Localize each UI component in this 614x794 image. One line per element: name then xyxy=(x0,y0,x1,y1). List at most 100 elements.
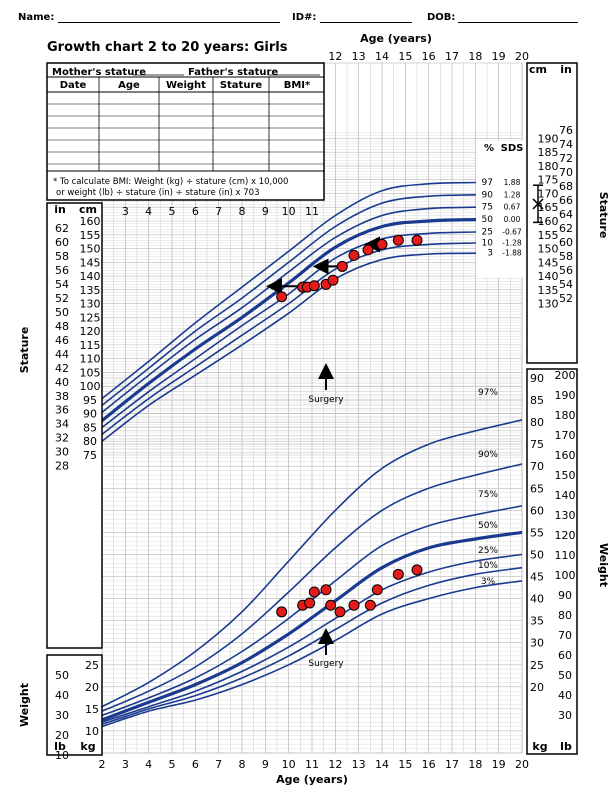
stature-in-tick-right: 64 xyxy=(559,208,573,221)
stature-axis-title-left: Stature xyxy=(18,327,31,374)
x-tick-bottom: 10 xyxy=(282,758,296,771)
weight-lb-tick-right: 40 xyxy=(558,689,572,702)
weight-kg-tick-left: 10 xyxy=(85,725,99,738)
stature-in-tick-right: 68 xyxy=(559,180,573,193)
stature-cm-tick-left: 90 xyxy=(83,408,97,421)
weight-unit-lb-right: lb xyxy=(560,740,572,753)
table-header-date: Date xyxy=(60,80,87,91)
right-weight-scale-box xyxy=(526,368,578,755)
stature-in-tick-left: 46 xyxy=(55,334,69,347)
stature-cm-tick-right: 175 xyxy=(538,174,559,187)
stature-in-tick-right: 72 xyxy=(559,152,573,165)
weight-unit-lb-left: lb xyxy=(54,740,66,753)
x-tick-bottom: 15 xyxy=(398,758,412,771)
weight-kg-tick-right: 45 xyxy=(530,571,544,584)
weight-kg-tick-right: 80 xyxy=(530,416,544,429)
weight-point xyxy=(364,599,376,611)
table-header-age: Age xyxy=(118,80,140,91)
stature-cm-tick-left: 110 xyxy=(80,353,101,366)
x-tick-top: 15 xyxy=(398,50,412,63)
x-tick-mid: 6 xyxy=(192,205,199,218)
x-tick-bottom: 20 xyxy=(515,758,529,771)
weight-percentile-90: 90% xyxy=(478,450,498,460)
weight-lb-tick-left: 50 xyxy=(55,669,69,682)
stature-in-tick-right: 74 xyxy=(559,138,573,151)
weight-lb-tick-right: 30 xyxy=(558,709,572,722)
stature-cm-tick-left: 160 xyxy=(80,215,101,228)
stature-cm-tick-left: 85 xyxy=(83,421,97,434)
x-tick-bottom: 6 xyxy=(192,758,199,771)
x-tick-bottom: 18 xyxy=(468,758,482,771)
stature-percentile-75: 75 xyxy=(482,203,493,213)
stature-sds-25: -0.67 xyxy=(502,227,522,236)
x-tick-bottom: 4 xyxy=(145,758,152,771)
stature-in-tick-right: 66 xyxy=(559,194,573,207)
weight-curve-p90 xyxy=(101,463,523,712)
stature-unit-cm-right: cm xyxy=(529,63,547,76)
weight-percentile-25: 25% xyxy=(478,546,498,556)
sds-header: SDS xyxy=(501,143,524,154)
stature-cm-tick-right: 130 xyxy=(538,298,559,311)
weight-point xyxy=(325,599,337,611)
weight-lb-tick-right: 90 xyxy=(558,589,572,602)
stature-point xyxy=(348,249,360,261)
stature-percentile-50: 50 xyxy=(482,215,494,225)
x-tick-bottom: 14 xyxy=(375,758,389,771)
weight-kg-tick-right: 65 xyxy=(530,482,544,495)
weight-lb-tick-left: 10 xyxy=(55,749,69,762)
x-tick-bottom: 8 xyxy=(239,758,246,771)
stature-percentile-10: 10 xyxy=(482,238,494,248)
stature-cm-tick-right: 140 xyxy=(538,270,559,283)
stature-sds-50: 0.00 xyxy=(504,215,521,224)
stature-point xyxy=(336,260,348,272)
x-tick-top: 12 xyxy=(328,50,342,63)
weight-percentile-75: 75% xyxy=(478,490,498,500)
stature-cm-tick-left: 120 xyxy=(80,325,101,338)
weight-lb-tick-right: 50 xyxy=(558,669,572,682)
stature-percentile-90: 90 xyxy=(482,190,494,200)
mothers-stature-label: Mother's stature xyxy=(52,67,146,78)
name-field[interactable] xyxy=(58,22,280,23)
right-stature-scale-box xyxy=(526,62,578,364)
x-tick-mid: 8 xyxy=(239,205,246,218)
weight-kg-tick-left: 25 xyxy=(85,659,99,672)
stature-in-tick-left: 60 xyxy=(55,236,69,249)
x-tick-mid: 9 xyxy=(262,205,269,218)
dob-field[interactable] xyxy=(458,22,578,23)
stature-cm-tick-right: 170 xyxy=(538,187,559,200)
stature-cm-tick-right: 190 xyxy=(538,132,559,145)
id-field[interactable] xyxy=(320,22,412,23)
stature-curve-p50 xyxy=(101,217,523,422)
weight-lb-tick-right: 110 xyxy=(555,549,576,562)
target-height-range xyxy=(532,184,544,224)
stature-in-tick-left: 58 xyxy=(55,250,69,263)
stature-unit-in-left: in xyxy=(54,203,66,216)
stature-cm-tick-right: 180 xyxy=(538,160,559,173)
weight-axis-title-left: Weight xyxy=(18,683,31,727)
stature-point xyxy=(327,274,339,286)
stature-in-tick-left: 42 xyxy=(55,362,69,375)
stature-in-tick-left: 48 xyxy=(55,320,69,333)
weight-lb-tick-right: 160 xyxy=(555,449,576,462)
stature-sds-90: 1.28 xyxy=(504,190,521,199)
stature-cm-tick-left: 125 xyxy=(80,311,101,324)
x-tick-mid: 11 xyxy=(305,205,319,218)
weight-lb-tick-right: 180 xyxy=(555,409,576,422)
weight-kg-tick-right: 55 xyxy=(530,526,544,539)
x-axis-title-top: Age (years) xyxy=(360,32,432,45)
stature-cm-tick-right: 165 xyxy=(538,201,559,214)
weight-kg-tick-right: 60 xyxy=(530,504,544,517)
stature-curve-p75 xyxy=(101,205,523,413)
stature-sds-75: 0.67 xyxy=(504,203,521,212)
stature-in-tick-left: 34 xyxy=(55,418,69,431)
weight-kg-tick-right: 50 xyxy=(530,548,544,561)
stature-in-tick-left: 30 xyxy=(55,446,69,459)
weight-lb-tick-right: 130 xyxy=(555,509,576,522)
weight-point xyxy=(304,597,316,609)
stature-cm-tick-left: 130 xyxy=(80,298,101,311)
x-tick-top: 19 xyxy=(492,50,506,63)
weight-point xyxy=(411,564,423,576)
weight-lb-tick-left: 20 xyxy=(55,729,69,742)
stature-cm-tick-left: 105 xyxy=(80,366,101,379)
